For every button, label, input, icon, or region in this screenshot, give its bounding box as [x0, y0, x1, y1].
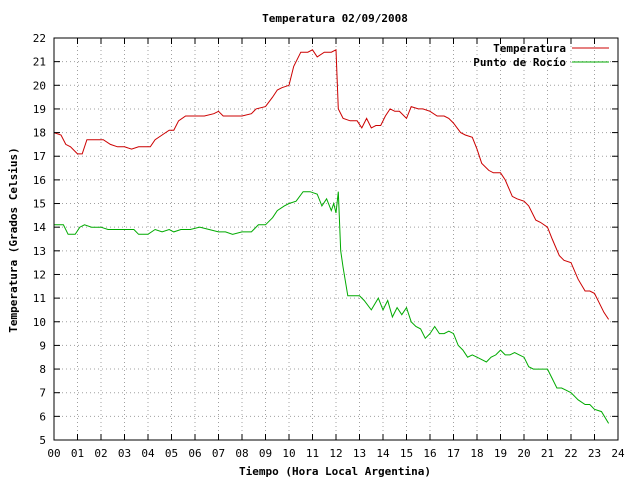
x-tick-label: 06: [188, 447, 201, 460]
y-tick-label: 18: [33, 127, 46, 140]
y-axis-title: Temperatura (Grados Celsius): [7, 147, 20, 332]
series-line-1: [54, 191, 610, 424]
x-tick-label: 23: [588, 447, 601, 460]
x-tick-label: 17: [447, 447, 460, 460]
y-tick-label: 7: [39, 387, 46, 400]
y-tick-label: 9: [39, 339, 46, 352]
x-tick-label: 21: [541, 447, 554, 460]
y-tick-label: 16: [33, 174, 46, 187]
x-tick-label: 11: [306, 447, 319, 460]
y-axis-ticks: 5 6 7 8 9 10 11 12 13 14 15 16 17 18 19 20 21 22: [33, 32, 618, 447]
x-tick-label: 10: [282, 447, 295, 460]
x-tick-label: 24: [611, 447, 625, 460]
y-tick-label: 13: [33, 245, 46, 258]
y-tick-label: 19: [33, 103, 46, 116]
y-tick-label: 12: [33, 268, 46, 281]
x-axis-title: Tiempo (Hora Local Argentina): [239, 465, 431, 478]
x-tick-label: 18: [470, 447, 483, 460]
x-tick-label: 02: [94, 447, 107, 460]
x-tick-label: 13: [353, 447, 366, 460]
x-tick-label: 05: [165, 447, 178, 460]
series-lines: [53, 48, 610, 424]
x-tick-label: 00: [47, 447, 60, 460]
y-tick-label: 20: [33, 79, 46, 92]
series-line-0: [53, 48, 610, 320]
y-tick-label: 6: [39, 410, 46, 423]
x-tick-label: 22: [564, 447, 577, 460]
x-tick-label: 12: [329, 447, 342, 460]
x-tick-label: 01: [71, 447, 84, 460]
x-tick-label: 20: [517, 447, 530, 460]
x-tick-label: 08: [235, 447, 248, 460]
x-tick-label: 04: [141, 447, 155, 460]
y-tick-label: 17: [33, 150, 46, 163]
y-tick-label: 22: [33, 32, 46, 45]
y-tick-label: 11: [33, 292, 46, 305]
x-tick-label: 03: [118, 447, 131, 460]
x-tick-label: 16: [423, 447, 436, 460]
legend-label: Temperatura: [493, 42, 566, 55]
y-tick-label: 15: [33, 198, 46, 211]
x-tick-label: 14: [376, 447, 390, 460]
y-tick-label: 8: [39, 363, 46, 376]
legend-label: Punto de Rocío: [473, 56, 566, 69]
x-tick-label: 09: [259, 447, 272, 460]
y-tick-label: 14: [33, 221, 47, 234]
grid-lines: [54, 38, 618, 440]
y-tick-label: 21: [33, 56, 46, 69]
y-tick-label: 10: [33, 316, 46, 329]
y-tick-label: 5: [39, 434, 46, 447]
x-tick-label: 07: [212, 447, 225, 460]
x-axis-ticks: 00 01 02 03 04 05 06 07 08 09 10 11 12 13 14 15 16 17 18 19…: [47, 38, 625, 460]
chart-title: Temperatura 02/09/2008: [262, 12, 408, 25]
x-tick-label: 15: [400, 447, 413, 460]
x-tick-label: 19: [494, 447, 507, 460]
